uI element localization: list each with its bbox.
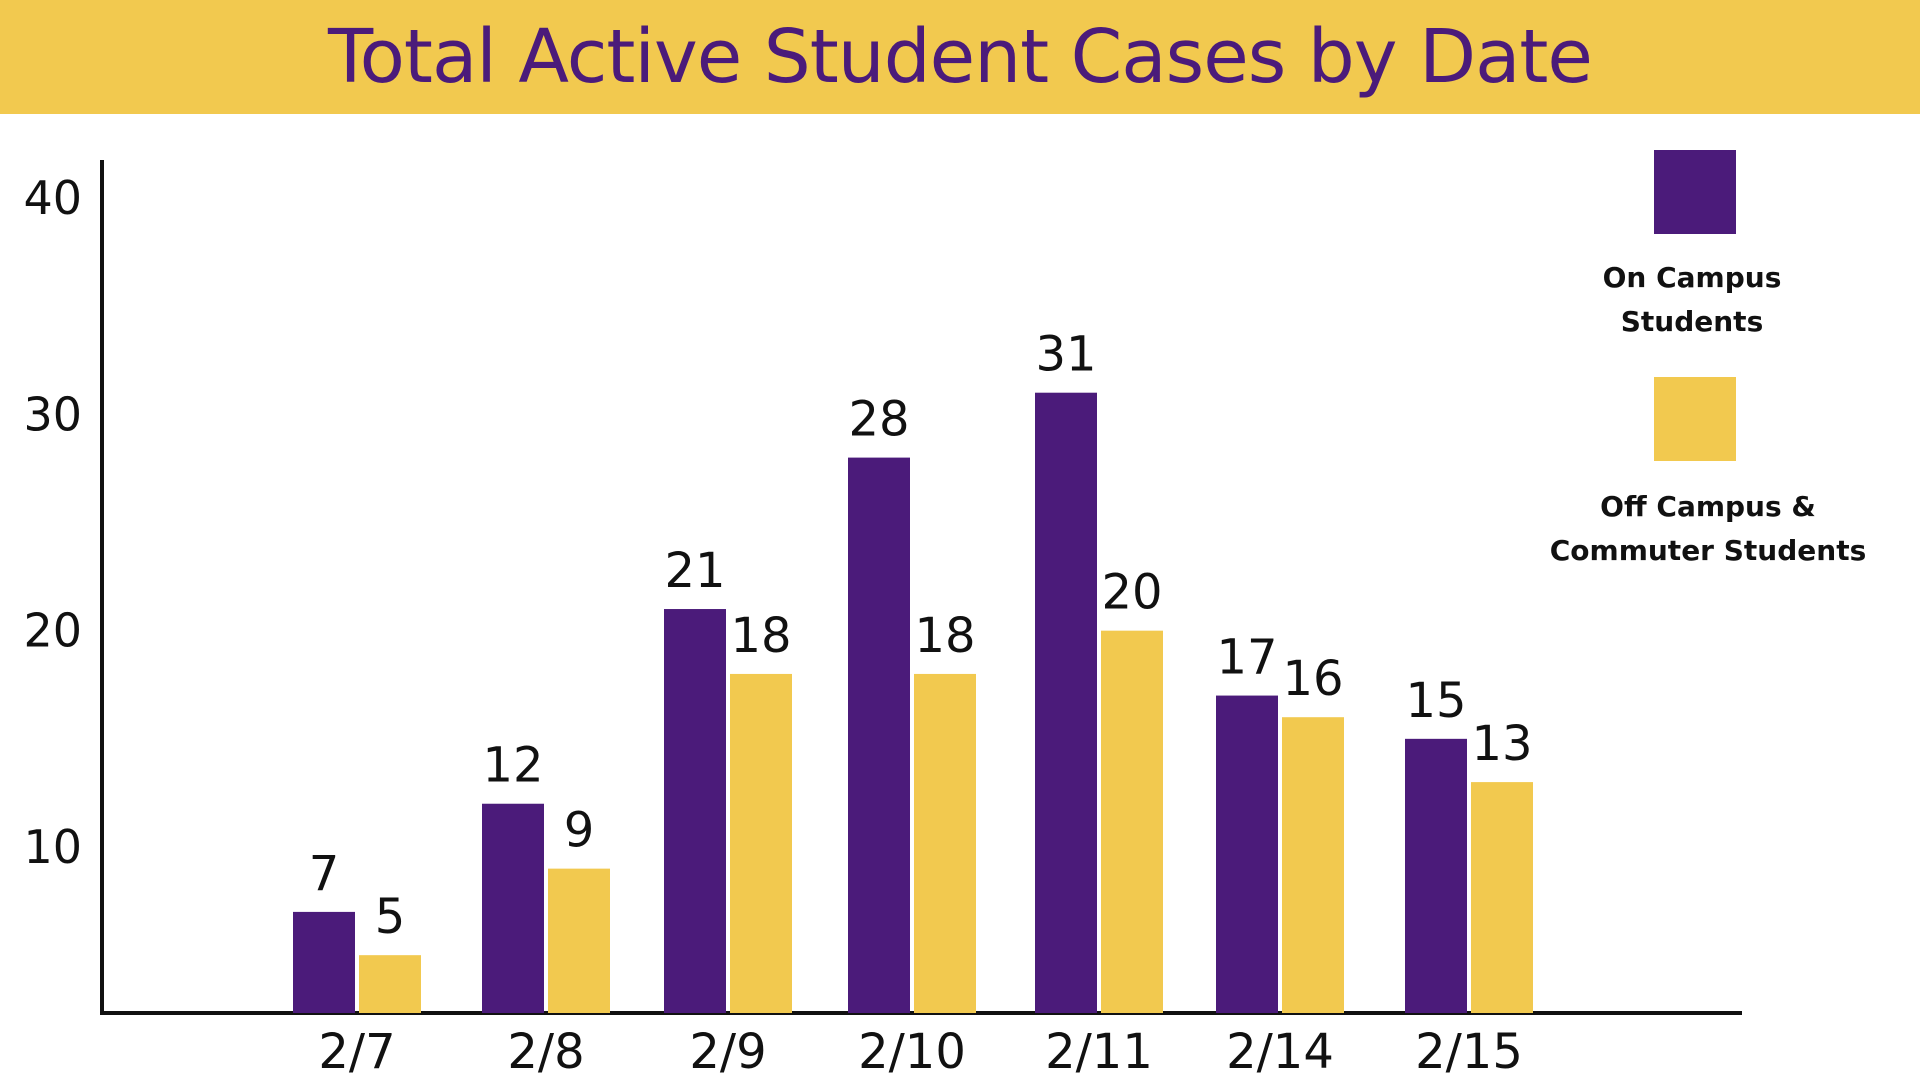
data-label-on-campus: 17 [1216, 630, 1277, 686]
data-label-on-campus: 28 [848, 392, 909, 448]
x-tick-label: 2/14 [1226, 1024, 1334, 1080]
bar-off-campus [914, 673, 976, 1013]
y-tick-label: 20 [23, 604, 82, 658]
bar-off-campus [1101, 630, 1163, 1013]
title-band: Total Active Student Cases by Date [0, 0, 1920, 114]
data-label-off-campus: 5 [375, 889, 406, 945]
bar-on-campus [482, 803, 544, 1013]
bar-off-campus [730, 673, 792, 1013]
bar-on-campus [1035, 392, 1097, 1013]
bar-off-campus [359, 955, 421, 1013]
data-label-off-campus: 20 [1101, 565, 1162, 621]
legend-off-campus-line1: Off Campus & [1600, 490, 1816, 523]
bar-off-campus [548, 868, 610, 1013]
x-tick-label: 2/11 [1045, 1024, 1153, 1080]
bar-on-campus [293, 911, 355, 1013]
chart-title: Total Active Student Cases by Date [328, 14, 1593, 100]
x-tick-label: 2/9 [689, 1024, 766, 1080]
bar-on-campus [1405, 738, 1467, 1013]
data-label-off-campus: 18 [730, 608, 791, 664]
bar-off-campus [1471, 782, 1533, 1013]
data-label-off-campus: 9 [564, 803, 595, 859]
data-label-on-campus: 7 [309, 846, 340, 902]
legend-label-off-campus: Off Campus & Commuter Students [1528, 485, 1888, 573]
bar-on-campus [664, 609, 726, 1013]
data-label-on-campus: 15 [1405, 673, 1466, 729]
y-tick-label: 10 [23, 820, 82, 874]
bar-off-campus [1282, 717, 1344, 1013]
data-label-off-campus: 13 [1471, 716, 1532, 772]
data-label-on-campus: 12 [482, 738, 543, 794]
x-tick-label: 2/8 [507, 1024, 584, 1080]
data-label-on-campus: 21 [664, 543, 725, 599]
x-tick-label: 2/10 [858, 1024, 966, 1080]
legend-swatch-on-campus [1654, 150, 1736, 234]
legend-on-campus-line2: Students [1620, 305, 1764, 338]
legend-swatch-off-campus [1654, 377, 1736, 461]
x-tick-label: 2/15 [1415, 1024, 1523, 1080]
x-tick-label: 2/7 [318, 1024, 395, 1080]
y-tick-label: 40 [23, 171, 82, 225]
data-label-off-campus: 16 [1282, 651, 1343, 707]
y-tick-label: 30 [23, 387, 82, 441]
data-label-on-campus: 31 [1035, 327, 1096, 383]
legend-off-campus-line2: Commuter Students [1549, 534, 1867, 567]
legend-label-on-campus: On Campus Students [1512, 256, 1872, 344]
data-label-off-campus: 18 [914, 608, 975, 664]
bar-on-campus [848, 457, 910, 1014]
legend-on-campus-line1: On Campus [1602, 261, 1782, 294]
bar-on-campus [1216, 695, 1278, 1013]
